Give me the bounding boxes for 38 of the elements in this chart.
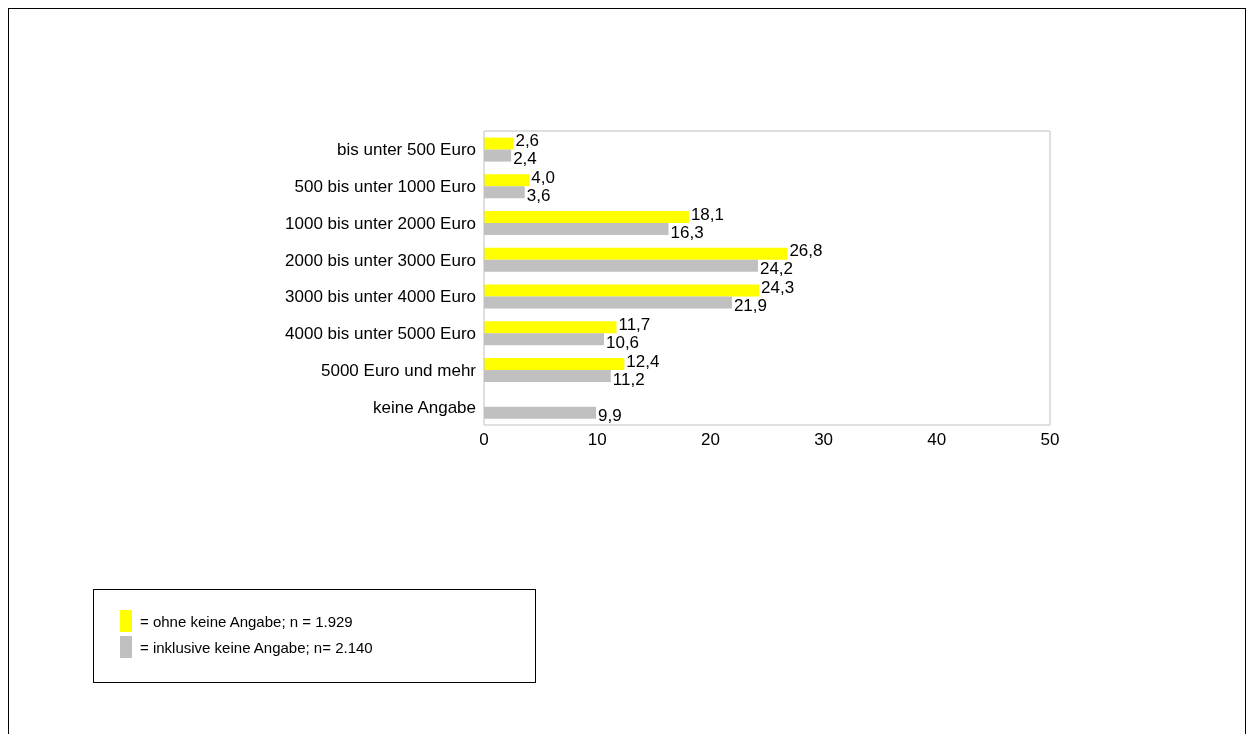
data-label: 16,3 [670, 222, 704, 242]
bar [484, 174, 530, 187]
y-tick-label: bis unter 500 Euro [337, 140, 476, 160]
bar [484, 284, 760, 297]
data-label: 24,2 [759, 259, 794, 279]
data-label: 10,6 [605, 332, 640, 352]
data-label: 21,9 [733, 296, 767, 316]
data-label: 2,6 [515, 131, 540, 151]
data-label: 11,7 [618, 314, 651, 334]
y-tick-label: 2000 bis unter 3000 Euro [285, 250, 476, 270]
y-tick-label: 1000 bis unter 2000 Euro [285, 213, 476, 233]
y-tick-label: 4000 bis unter 5000 Euro [285, 324, 476, 344]
data-label: 18,1 [690, 204, 724, 224]
data-label: 11,2 [612, 369, 645, 389]
x-tick-label: 40 [927, 430, 947, 450]
x-tick-label: 50 [1040, 430, 1060, 450]
y-tick-label: 5000 Euro und mehr [321, 360, 477, 380]
bar [484, 358, 625, 371]
data-label: 3,6 [526, 185, 551, 205]
x-tick-label: 30 [814, 430, 834, 450]
x-tick-label: 10 [587, 430, 607, 450]
y-tick-label: keine Angabe [372, 397, 476, 417]
bar [484, 247, 788, 260]
bar [484, 321, 617, 334]
data-label: 9,9 [598, 406, 622, 426]
bar [484, 211, 689, 224]
data-label: 24,3 [761, 278, 795, 298]
x-tick-label: 20 [700, 430, 720, 450]
y-tick-label: 500 bis unter 1000 Euro [294, 177, 476, 197]
y-tick-label: 3000 bis unter 4000 Euro [285, 287, 476, 307]
legend-label: = ohne keine Angabe; n = 1.929 [140, 612, 353, 630]
legend-label: = inklusive keine Angabe; n= 2.140 [140, 638, 373, 656]
data-label: 2,4 [513, 149, 537, 169]
data-label: 12,4 [626, 351, 660, 371]
data-label: 4,0 [531, 167, 555, 187]
x-tick-label: 0 [479, 430, 489, 450]
data-label: 26,8 [789, 241, 823, 261]
bar [484, 137, 514, 150]
